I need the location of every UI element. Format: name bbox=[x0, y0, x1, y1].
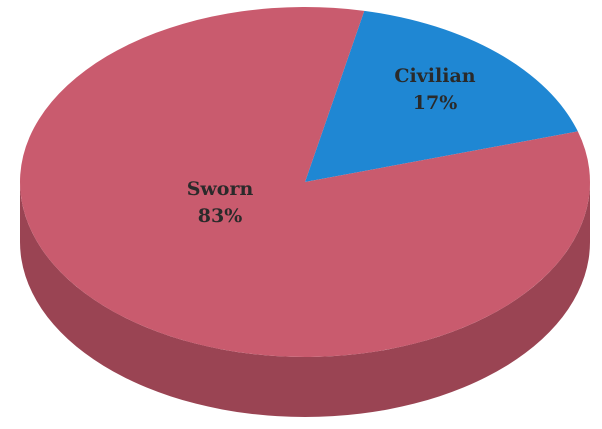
pie-labels: Sworn 83% Civilian 17% bbox=[187, 65, 476, 227]
slice-label-civilian-name: Civilian bbox=[394, 65, 475, 87]
pie-slice-sworn bbox=[19, 6, 590, 357]
slice-label-sworn-name: Sworn bbox=[187, 178, 254, 200]
pie-tops bbox=[19, 6, 590, 357]
pie-sides bbox=[20, 182, 590, 417]
pie-slice-civilian bbox=[305, 10, 578, 182]
slice-label-sworn-value: 83% bbox=[198, 205, 243, 227]
pie-side-sworn bbox=[20, 182, 590, 417]
slice-label-civilian-value: 17% bbox=[413, 92, 458, 114]
